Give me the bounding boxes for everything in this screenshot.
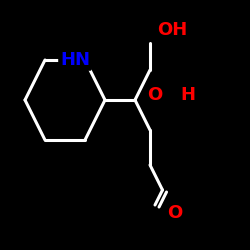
Text: O: O [148,86,162,104]
Text: H: H [180,86,195,104]
Text: O: O [168,204,182,222]
Text: H: H [180,86,195,104]
Text: O: O [148,86,162,104]
Text: O: O [168,204,182,222]
Text: HN: HN [60,51,90,69]
Text: OH: OH [158,21,188,39]
Text: HN: HN [60,51,90,69]
Text: OH: OH [158,21,188,39]
